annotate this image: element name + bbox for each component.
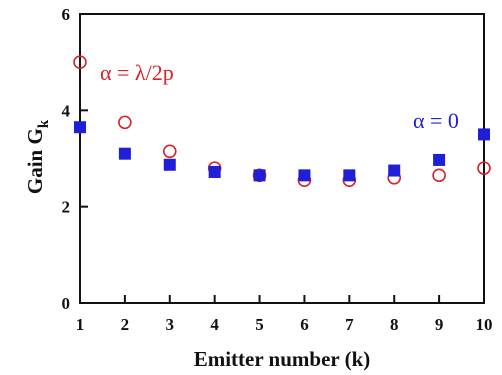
y-axis-title: Gain Gk (23, 119, 52, 194)
legend-label-alpha-zero: α = 0 (413, 108, 459, 133)
data-point-circle (162, 144, 177, 159)
y-tick-label: 6 (62, 5, 71, 24)
data-point-square (208, 165, 221, 178)
x-tick-label: 1 (76, 315, 85, 334)
legend-label-alpha-lambda: α = λ/2p (100, 60, 174, 85)
data-point-square (298, 169, 311, 182)
x-tick-label: 3 (166, 315, 175, 334)
data-point-square (163, 158, 176, 171)
data-point-square (253, 169, 266, 182)
series-layer (73, 55, 491, 187)
x-tick-label: 4 (210, 315, 219, 334)
x-axis-title: Emitter number (k) (194, 347, 371, 371)
y-axis-title-main: Gain G (23, 128, 47, 194)
x-tick-label: 9 (435, 315, 444, 334)
data-point-circle (477, 161, 491, 175)
plot-area (79, 13, 485, 304)
x-axis: 1 2 3 4 5 6 7 8 9 10 (76, 295, 493, 334)
data-point-square (74, 121, 86, 134)
data-point-square (478, 128, 490, 141)
x-tick-label: 2 (121, 315, 130, 334)
data-point-square (433, 153, 446, 166)
x-tick-label: 8 (390, 315, 399, 334)
data-point-square (343, 169, 356, 182)
x-tick-label: 6 (300, 315, 309, 334)
plot-frame (79, 13, 485, 304)
y-tick-label: 0 (62, 294, 71, 313)
data-point-circle (432, 168, 446, 183)
x-tick-label: 7 (345, 315, 354, 334)
data-point-square (118, 147, 131, 160)
data-point-circle (118, 115, 132, 130)
x-tick-label: 10 (476, 315, 493, 334)
y-axis: 0 2 4 6 (62, 5, 88, 313)
y-axis-title-subscript: k (36, 119, 52, 128)
y-tick-label: 2 (62, 198, 71, 217)
data-point-circle (73, 55, 87, 69)
data-point-square (388, 164, 401, 177)
x-tick-label: 5 (255, 315, 264, 334)
y-tick-label: 4 (62, 101, 71, 120)
series-1 (74, 121, 490, 182)
